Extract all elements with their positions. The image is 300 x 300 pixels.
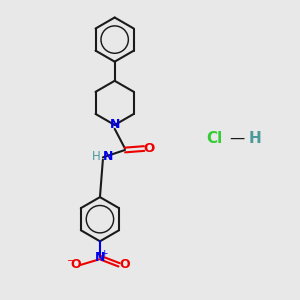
Text: N: N: [103, 150, 113, 163]
Text: H: H: [248, 131, 261, 146]
Text: H: H: [92, 150, 100, 163]
Text: +: +: [100, 249, 107, 258]
Text: —: —: [229, 131, 244, 146]
Text: O: O: [119, 258, 130, 271]
Text: Cl: Cl: [207, 131, 223, 146]
Text: O: O: [70, 258, 81, 271]
Text: N: N: [95, 251, 105, 264]
Text: O: O: [144, 142, 155, 155]
Text: −: −: [67, 256, 75, 266]
Text: N: N: [110, 118, 120, 131]
